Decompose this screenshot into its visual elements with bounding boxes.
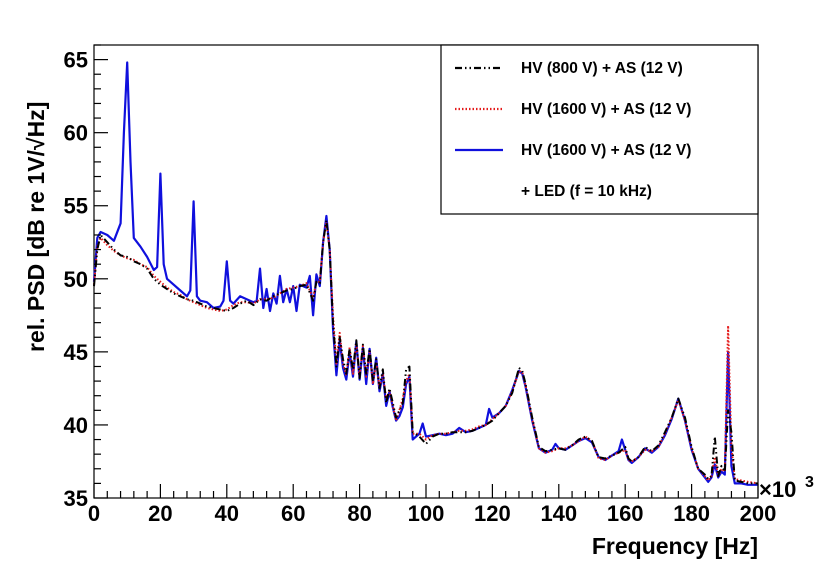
y-tick-label: 65 <box>64 48 88 73</box>
y-tick-label: 60 <box>64 121 88 146</box>
series-layer <box>92 61 759 486</box>
x-tick-label: 100 <box>408 501 445 526</box>
x-tick-label: 160 <box>607 501 644 526</box>
x-multiplier-base: ×10 <box>759 477 796 502</box>
legend-label-hv1600-led-line2: + LED (f = 10 kHz) <box>521 183 652 200</box>
x-tick-label: 0 <box>88 501 100 526</box>
x-tick-label: 140 <box>540 501 577 526</box>
y-axis-title: rel. PSD [dB re 1V/√Hz] <box>23 102 49 352</box>
legend: HV (800 V) + AS (12 V) HV (1600 V) + AS … <box>440 44 759 215</box>
y-tick-label: 55 <box>64 194 88 219</box>
x-tick-label: 180 <box>673 501 710 526</box>
x-multiplier-exponent: 3 <box>805 474 814 491</box>
y-tick-label: 35 <box>64 486 88 511</box>
x-tick-label: 20 <box>148 501 172 526</box>
x-tick-label: 80 <box>347 501 371 526</box>
axes-layer: 0 20 40 60 80 100 120 140 160 180 200 35 40 45 50 55 60 6… <box>64 44 777 526</box>
x-tick-label: 120 <box>474 501 511 526</box>
y-tick-label: 40 <box>64 413 88 438</box>
x-multiplier: ×10 3 <box>759 474 814 502</box>
x-tick-label: 60 <box>281 501 305 526</box>
legend-label-hv1600: HV (1600 V) + AS (12 V) <box>521 101 691 118</box>
legend-label-hv1600-led: HV (1600 V) + AS (12 V) <box>521 142 691 159</box>
x-tick-label: 40 <box>215 501 239 526</box>
y-tick-label: 50 <box>64 267 88 292</box>
legend-box <box>440 44 759 215</box>
series-line-0 <box>93 219 758 485</box>
y-tick-label: 45 <box>64 340 88 365</box>
legend-label-hv800: HV (800 V) + AS (12 V) <box>521 60 683 77</box>
x-axis-title: Frequency [Hz] <box>592 533 758 559</box>
x-tick-label: 200 <box>740 501 777 526</box>
